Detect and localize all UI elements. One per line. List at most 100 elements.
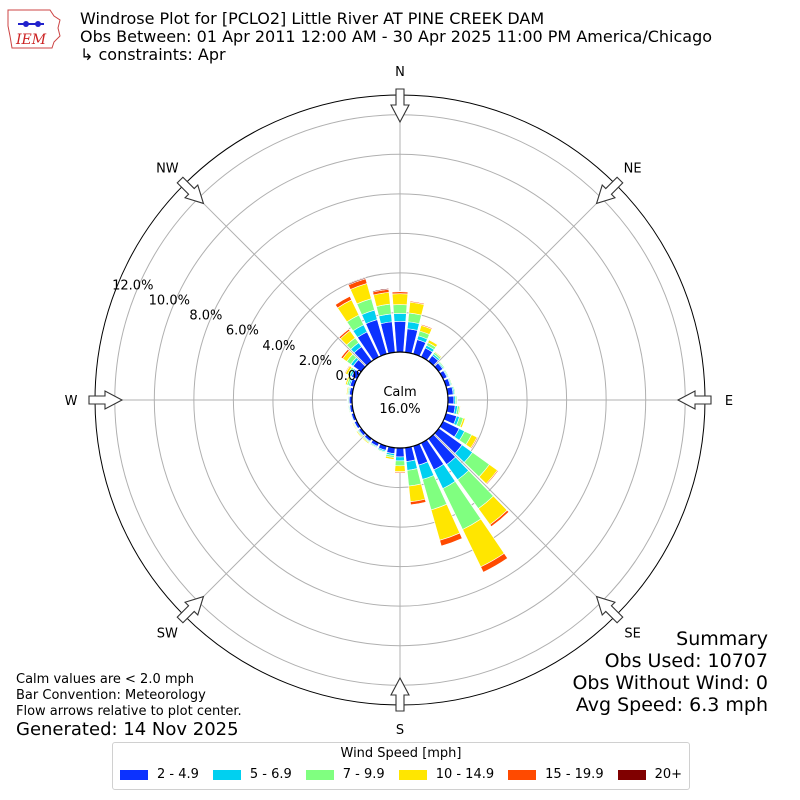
windrose-bar-segment (376, 449, 386, 454)
windrose-bar-segment (346, 395, 349, 405)
flow-arrow-icon (176, 176, 205, 205)
grid-ring (232, 232, 568, 568)
grid-spoke (433, 183, 617, 367)
windrose-bar-segment (394, 471, 406, 474)
windrose-bar-segment (369, 443, 378, 449)
windrose-bar-segment (346, 386, 350, 395)
windrose-bar-segment (392, 304, 408, 315)
legend-swatch (305, 769, 334, 780)
windrose-bar-segment (489, 509, 510, 528)
windrose-bar-segment (444, 368, 450, 377)
flow-arrow-icon (676, 390, 712, 410)
flow-arrow-shape (676, 390, 712, 410)
windrose-bar-segment (428, 339, 439, 346)
legend-item: 2 - 4.9 (119, 767, 199, 782)
generated-date: Generated: 14 Nov 2025 (16, 719, 239, 740)
radial-tick-label: 4.0% (262, 339, 295, 354)
windrose-bar-segment (406, 468, 422, 487)
bar-convention-note: Bar Convention: Meteorology (16, 688, 206, 703)
radial-tick-label: 2.0% (299, 354, 332, 369)
windrose-bar-segment (470, 436, 479, 450)
legend-item: 10 - 14.9 (398, 767, 495, 782)
windrose-bar-segment (447, 395, 455, 405)
windrose-bar-segment (439, 360, 446, 369)
obs-period: Obs Between: 01 Apr 2011 12:00 AM - 30 A… (80, 27, 713, 46)
summary-block: Summary Obs Used: 10707 Obs Without Wind… (572, 628, 768, 716)
iem-logo-icon: IEM (7, 9, 61, 49)
legend-label: 7 - 9.9 (342, 767, 385, 782)
legend-swatch (617, 769, 646, 780)
flow-arrows (88, 88, 712, 712)
direction-label: S (396, 723, 404, 738)
constraints: ↳ constraints: Apr (80, 45, 226, 64)
flow-arrow-icon (390, 676, 410, 712)
legend-item: 7 - 9.9 (305, 767, 385, 782)
windrose-bar-segment (355, 430, 363, 439)
windrose-bar-segment (338, 328, 350, 338)
flow-arrow-icon (176, 595, 205, 624)
direction-label: SW (157, 627, 178, 642)
chart-title: Windrose Plot for [PCLO2] Little River A… (80, 9, 545, 28)
legend-item: 15 - 19.9 (508, 767, 604, 782)
windrose-bar-segment (456, 395, 458, 405)
grid-ring (272, 272, 528, 528)
windrose-bar-segment (457, 405, 461, 416)
flow-arrow-icon (88, 390, 124, 410)
legend-items: 2 - 4.9 5 - 6.9 7 - 9.9 10 - 14.9 15 - 1… (113, 767, 689, 782)
windrose-bar-segment (372, 287, 390, 293)
windrose-bar-segment (485, 469, 499, 485)
flow-arrow-shape (176, 176, 205, 205)
legend-label: 10 - 14.9 (435, 767, 495, 782)
windrose-bar-segment (394, 460, 406, 467)
radial-tick-label: 12.0% (112, 278, 153, 293)
legend-swatch (508, 769, 537, 780)
legend-title: Wind Speed [mph] (340, 746, 462, 761)
windrose-bars (334, 277, 510, 573)
obs-without-wind: Obs Without Wind: 0 (572, 672, 768, 694)
radial-tick-label: 8.0% (189, 309, 222, 324)
obs-used: Obs Used: 10707 (604, 650, 768, 672)
windrose-bar-segment (393, 321, 407, 353)
legend-swatch (212, 769, 241, 780)
windrose-bar-segment (361, 437, 370, 445)
windrose-bar-segment (393, 313, 407, 322)
windrose-bar-segment (351, 422, 358, 431)
windrose-bar-segment (408, 483, 426, 503)
legend-item: 5 - 6.9 (212, 767, 292, 782)
windrose-bar-segment (340, 348, 350, 360)
windrose-bar-segment (391, 291, 409, 293)
grid-spoke (183, 433, 367, 617)
windrose-bar-segment (439, 532, 463, 547)
flow-arrow-icon (595, 595, 624, 624)
direction-label: E (725, 394, 733, 409)
flow-arrow-shape (390, 88, 410, 124)
flow-arrow-shape (595, 595, 624, 624)
calm-label: Calm (383, 385, 416, 400)
avg-speed: Avg Speed: 6.3 mph (575, 694, 768, 716)
grid-spoke (433, 433, 617, 617)
windrose-bar-segment (349, 413, 354, 422)
windrose-bar-segment (394, 465, 406, 473)
calm-note: Calm values are < 2.0 mph (16, 672, 195, 687)
radial-tick-label: 10.0% (149, 293, 190, 308)
windrose-bar-segment (395, 447, 405, 458)
legend-label: 5 - 6.9 (249, 767, 292, 782)
windrose-bar-segment (347, 277, 367, 286)
title-block: Windrose Plot for [PCLO2] Little River A… (80, 10, 712, 64)
legend-label: 15 - 19.9 (545, 767, 604, 782)
windrose-bar-segment (391, 293, 409, 306)
direction-label: W (65, 394, 78, 409)
windrose-bar-segment (480, 552, 508, 573)
flow-arrow-icon (595, 176, 624, 205)
calm-circle (351, 351, 449, 449)
windrose-bar-segment (344, 376, 349, 385)
legend-label: 20+ (654, 767, 683, 782)
svg-text:IEM: IEM (15, 32, 47, 48)
grid-ring (193, 193, 607, 607)
legend-swatch (398, 769, 427, 780)
flow-arrows-note: Flow arrows relative to plot center. (16, 704, 242, 719)
windrose-bar-segment (410, 498, 427, 506)
flow-arrow-shape (595, 176, 624, 205)
windrose-bar-segment (434, 351, 443, 359)
flow-arrow-shape (390, 676, 410, 712)
